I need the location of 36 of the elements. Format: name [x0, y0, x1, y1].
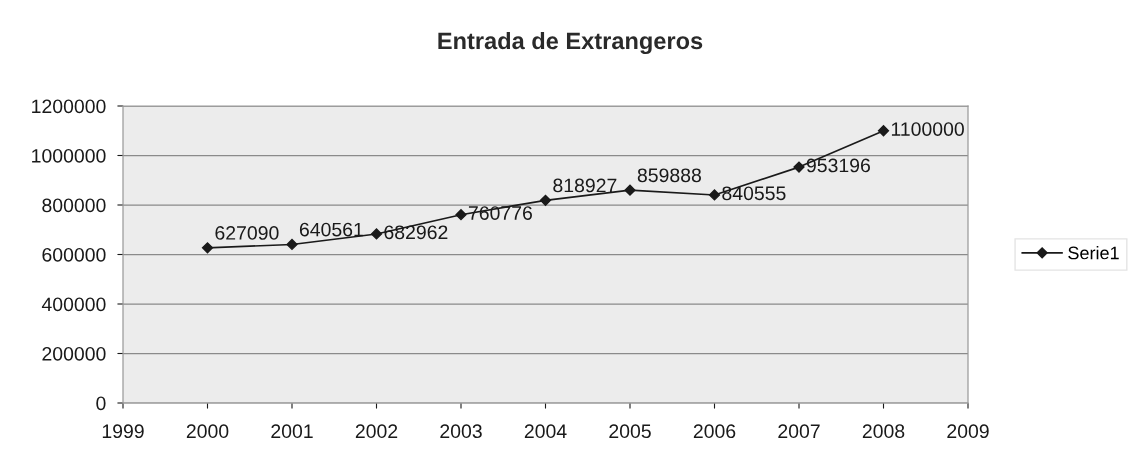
- y-tick-label: 800000: [42, 198, 106, 213]
- point: [370, 228, 383, 240]
- legend-label: Serie1: [1068, 246, 1119, 260]
- data-label: 640561: [299, 222, 363, 237]
- data-label: 840555: [722, 186, 786, 201]
- x-tick-label: 1999: [102, 424, 144, 439]
- data-label: 627090: [215, 226, 279, 240]
- x-tick-label: 2003: [440, 424, 482, 439]
- point: [539, 194, 552, 206]
- x-tick-label: 2004: [524, 424, 567, 439]
- data-label: 818927: [553, 178, 617, 193]
- point: [624, 184, 636, 196]
- x-tick-label: 2006: [693, 424, 736, 439]
- point: [877, 125, 890, 137]
- x-tick-label: 2007: [778, 424, 820, 439]
- y-tick-label: 1000000: [32, 148, 106, 163]
- x-tick-label: 2009: [947, 424, 989, 439]
- data-label: 1100000: [891, 122, 964, 136]
- y-tick-label: 0: [96, 396, 106, 411]
- data-label: 859888: [637, 168, 701, 183]
- chart-title: Entrada de Extrangeros: [438, 31, 703, 55]
- point: [708, 189, 721, 201]
- point: [201, 242, 214, 254]
- point: [286, 238, 298, 251]
- y-tick-label: 200000: [42, 346, 106, 361]
- x-tick-label: 2005: [609, 424, 651, 439]
- y-tick-label: 400000: [41, 297, 106, 312]
- y-tick-label: 1200000: [32, 99, 106, 114]
- y-tick-label: 600000: [42, 247, 106, 262]
- data-label: 682962: [384, 225, 448, 240]
- point: [455, 209, 467, 221]
- x-tick-label: 2001: [271, 424, 313, 439]
- x-tick-label: 2008: [862, 424, 905, 439]
- x-tick-label: 2002: [355, 424, 398, 439]
- data-label: 953196: [806, 158, 870, 173]
- x-tick-label: 2000: [186, 424, 229, 439]
